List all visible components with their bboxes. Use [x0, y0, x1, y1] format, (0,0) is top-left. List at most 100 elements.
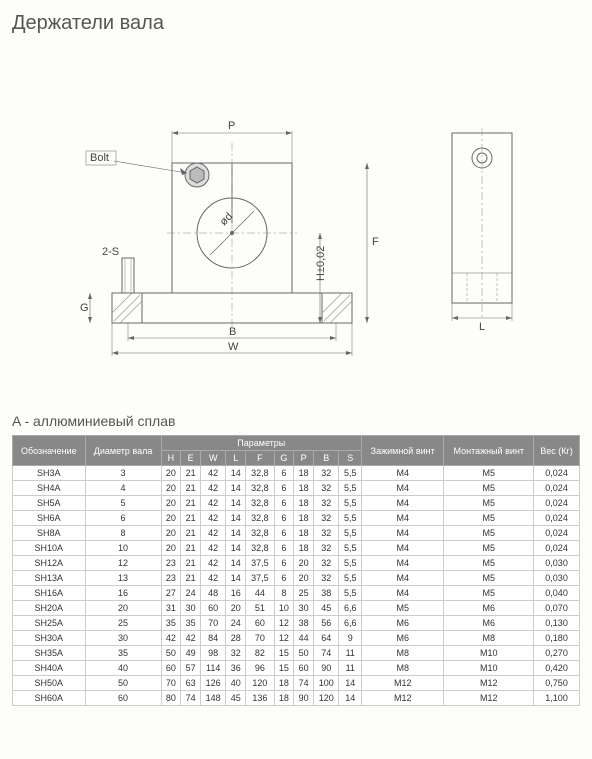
table-cell: 32,8 — [246, 541, 274, 556]
table-cell: 13 — [85, 571, 161, 586]
table-cell: 20 — [294, 556, 314, 571]
table-cell: 126 — [200, 676, 226, 691]
table-cell: M4 — [362, 541, 444, 556]
table-cell: 18 — [294, 481, 314, 496]
table-cell: 3 — [85, 466, 161, 481]
table-cell: 60 — [200, 601, 226, 616]
table-cell: 12 — [85, 556, 161, 571]
table-cell: 0,130 — [534, 616, 580, 631]
table-cell: M4 — [362, 556, 444, 571]
table-cell: 100 — [313, 676, 339, 691]
front-view-svg: ød P Bolt 2-S G B — [72, 83, 392, 363]
table-cell: M6 — [362, 616, 444, 631]
table-cell: 5,5 — [339, 586, 362, 601]
table-cell: M6 — [444, 601, 534, 616]
table-cell: SH16A — [13, 586, 86, 601]
table-cell: M8 — [444, 631, 534, 646]
table-cell: 6 — [274, 481, 294, 496]
col-dia: Диаметр вала — [85, 436, 161, 466]
table-cell: 32,8 — [246, 526, 274, 541]
col-f: F — [246, 451, 274, 466]
table-cell: SH30A — [13, 631, 86, 646]
table-cell: SH50A — [13, 676, 86, 691]
table-cell: 12 — [274, 616, 294, 631]
table-cell: 4 — [85, 481, 161, 496]
table-cell: 0,030 — [534, 571, 580, 586]
table-cell: 20 — [161, 481, 181, 496]
page-title: Держатели вала — [12, 12, 580, 35]
table-cell: 6 — [274, 556, 294, 571]
table-cell: M5 — [444, 481, 534, 496]
table-cell: M4 — [362, 586, 444, 601]
table-cell: 0,420 — [534, 661, 580, 676]
table-cell: SH8A — [13, 526, 86, 541]
table-cell: SH3A — [13, 466, 86, 481]
table-cell: M4 — [362, 511, 444, 526]
table-cell: M6 — [362, 631, 444, 646]
table-cell: 70 — [200, 616, 226, 631]
table-cell: 38 — [313, 586, 339, 601]
table-cell: 20 — [161, 466, 181, 481]
col-w: W — [200, 451, 226, 466]
table-cell: 30 — [294, 601, 314, 616]
table-cell: 5,5 — [339, 571, 362, 586]
table-cell: M5 — [362, 601, 444, 616]
table-cell: 35 — [181, 616, 201, 631]
table-cell: 42 — [200, 466, 226, 481]
table-cell: 40 — [226, 676, 246, 691]
table-cell: 32,8 — [246, 511, 274, 526]
table-cell: 21 — [181, 571, 201, 586]
table-cell: M8 — [362, 646, 444, 661]
table-cell: 57 — [181, 661, 201, 676]
table-cell: 50 — [85, 676, 161, 691]
table-cell: 21 — [181, 511, 201, 526]
table-cell: 136 — [246, 691, 274, 706]
table-cell: 14 — [226, 526, 246, 541]
table-cell: 5 — [85, 496, 161, 511]
table-cell: 0,024 — [534, 541, 580, 556]
table-cell: 9 — [339, 631, 362, 646]
table-row: SH6A62021421432,8618325,5M4M50,024 — [13, 511, 580, 526]
table-cell: M12 — [362, 676, 444, 691]
spec-table: Обозначение Диаметр вала Параметры Зажим… — [12, 435, 580, 706]
table-cell: SH40A — [13, 661, 86, 676]
table-cell: M5 — [444, 586, 534, 601]
table-cell: 48 — [200, 586, 226, 601]
table-cell: 30 — [181, 601, 201, 616]
table-cell: 18 — [294, 541, 314, 556]
table-body: SH3A32021421432,8618325,5M4M50,024SH4A42… — [13, 466, 580, 706]
table-cell: 14 — [226, 511, 246, 526]
table-cell: 148 — [200, 691, 226, 706]
table-cell: M10 — [444, 661, 534, 676]
table-cell: 6,6 — [339, 616, 362, 631]
table-cell: 60 — [294, 661, 314, 676]
table-cell: 21 — [181, 526, 201, 541]
table-cell: M4 — [362, 496, 444, 511]
table-cell: 18 — [294, 466, 314, 481]
table-cell: 21 — [181, 541, 201, 556]
table-cell: 18 — [294, 526, 314, 541]
table-cell: 0,024 — [534, 481, 580, 496]
table-cell: 14 — [226, 556, 246, 571]
table-cell: 6 — [274, 466, 294, 481]
table-cell: SH4A — [13, 481, 86, 496]
table-cell: 18 — [294, 511, 314, 526]
col-e: E — [181, 451, 201, 466]
col-clamp: Зажимной винт — [362, 436, 444, 466]
table-cell: 25 — [294, 586, 314, 601]
table-cell: SH25A — [13, 616, 86, 631]
table-cell: 74 — [313, 646, 339, 661]
col-group-params: Параметры — [161, 436, 362, 451]
col-h: H — [161, 451, 181, 466]
table-cell: 23 — [161, 556, 181, 571]
table-cell: 5,5 — [339, 526, 362, 541]
table-cell: 5,5 — [339, 556, 362, 571]
table-cell: 42 — [181, 631, 201, 646]
table-cell: M5 — [444, 556, 534, 571]
table-cell: SH20A — [13, 601, 86, 616]
table-cell: 42 — [161, 631, 181, 646]
table-cell: 5,5 — [339, 466, 362, 481]
table-row: SH4A42021421432,8618325,5M4M50,024 — [13, 481, 580, 496]
table-cell: 24 — [226, 616, 246, 631]
table-cell: 21 — [181, 481, 201, 496]
